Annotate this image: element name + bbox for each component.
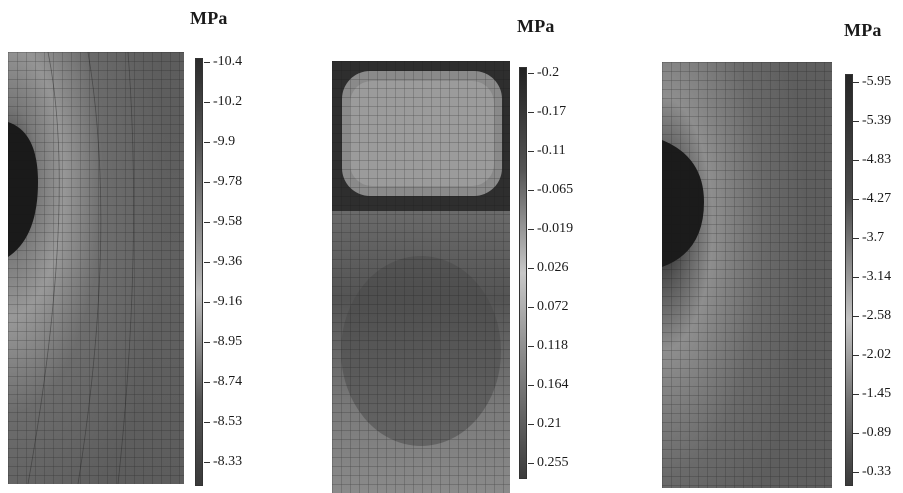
tick-label: -3.14: [852, 269, 892, 284]
tick-label: -8.95: [203, 334, 243, 349]
tick-label: 0.072: [528, 299, 569, 314]
stress-field-image-2: [332, 61, 510, 493]
tick-label: -1.45: [852, 386, 892, 401]
stress-field-image-3: [662, 62, 832, 488]
tick-label: -10.2: [203, 94, 243, 109]
tick-label: -0.17: [527, 104, 567, 119]
tick-label: -9.36: [203, 254, 243, 269]
colorbar-2: [519, 67, 527, 479]
tick-label: -3.7: [852, 230, 885, 245]
tick-label: 0.164: [528, 377, 569, 392]
tick-label: -2.02: [852, 347, 892, 362]
tick-label: -8.53: [203, 414, 243, 429]
colorbar-1: [195, 58, 203, 486]
stress-field-plot-3: [662, 62, 832, 488]
tick-label: -2.58: [852, 308, 892, 323]
stress-field-image-1: [8, 52, 184, 484]
tick-label: -10.4: [203, 54, 243, 69]
colorbar-unit-1: MPa: [190, 8, 228, 28]
tick-label: -4.83: [852, 152, 892, 167]
tick-label: -9.16: [203, 294, 243, 309]
stress-field-plot-2: [332, 61, 510, 493]
tick-label: -0.89: [852, 425, 892, 440]
tick-label: -5.39: [852, 113, 892, 128]
tick-label: -5.95: [852, 74, 892, 89]
colorbar-unit-3: MPa: [844, 20, 882, 40]
tick-label: -4.27: [852, 191, 892, 206]
tick-label: 0.118: [528, 338, 568, 353]
tick-label: -0.33: [852, 464, 892, 479]
tick-label: -8.33: [203, 454, 243, 469]
colorbar-unit-2: MPa: [517, 16, 555, 36]
tick-label: 0.026: [528, 260, 569, 275]
tick-label: -0.11: [528, 143, 566, 158]
stress-field-plot-1: [8, 52, 184, 484]
tick-label: -9.9: [203, 134, 236, 149]
tick-label: 0.21: [528, 416, 562, 431]
tick-label: -0.019: [527, 221, 574, 236]
tick-label: 0.255: [528, 455, 569, 470]
tick-label: -9.58: [203, 214, 243, 229]
tick-label: -8.74: [203, 374, 243, 389]
tick-label: -0.065: [527, 182, 574, 197]
colorbar-3: [845, 74, 853, 486]
tick-label: -0.2: [527, 65, 560, 80]
tick-label: -9.78: [203, 174, 243, 189]
